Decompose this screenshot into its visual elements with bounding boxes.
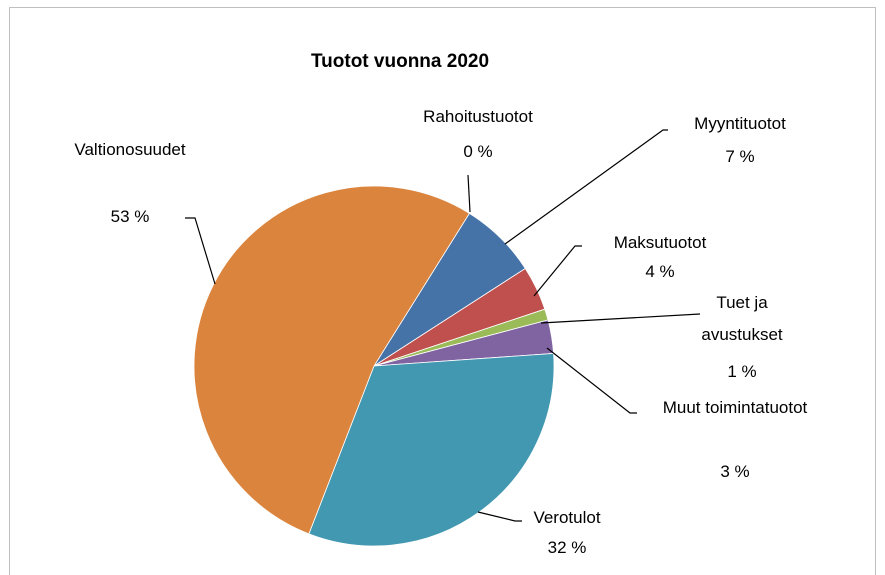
value-label: 3 % (720, 462, 750, 481)
leader-lines (185, 129, 701, 522)
leader-line (533, 245, 582, 297)
leader-line (540, 313, 701, 324)
leader-line (467, 174, 471, 213)
leader-line (546, 347, 637, 414)
category-label: Verotulot (533, 508, 601, 527)
leader-line (477, 511, 522, 522)
value-label: 4 % (645, 262, 675, 281)
pie-slice (193, 185, 470, 535)
pie-slice (308, 353, 555, 547)
category-label: Maksutuotot (613, 233, 707, 252)
category-label: Muut toimintatuotot (662, 398, 808, 417)
value-label: 7 % (725, 147, 755, 166)
value-label: 53 % (110, 207, 150, 226)
leader-line (504, 129, 668, 245)
category-label: Rahoitustuotot (423, 107, 533, 126)
leader-line (185, 217, 216, 285)
category-label: Tuet ja avustukset (701, 293, 783, 344)
value-label: 0 % (463, 142, 493, 161)
chart-title: Tuotot vuonna 2020 (310, 51, 490, 72)
value-label: 32 % (547, 538, 587, 557)
category-label: Valtionosuudet (74, 140, 186, 159)
value-label: 1 % (727, 362, 757, 381)
pie (193, 185, 555, 547)
category-label: Myyntituotot (694, 114, 786, 133)
